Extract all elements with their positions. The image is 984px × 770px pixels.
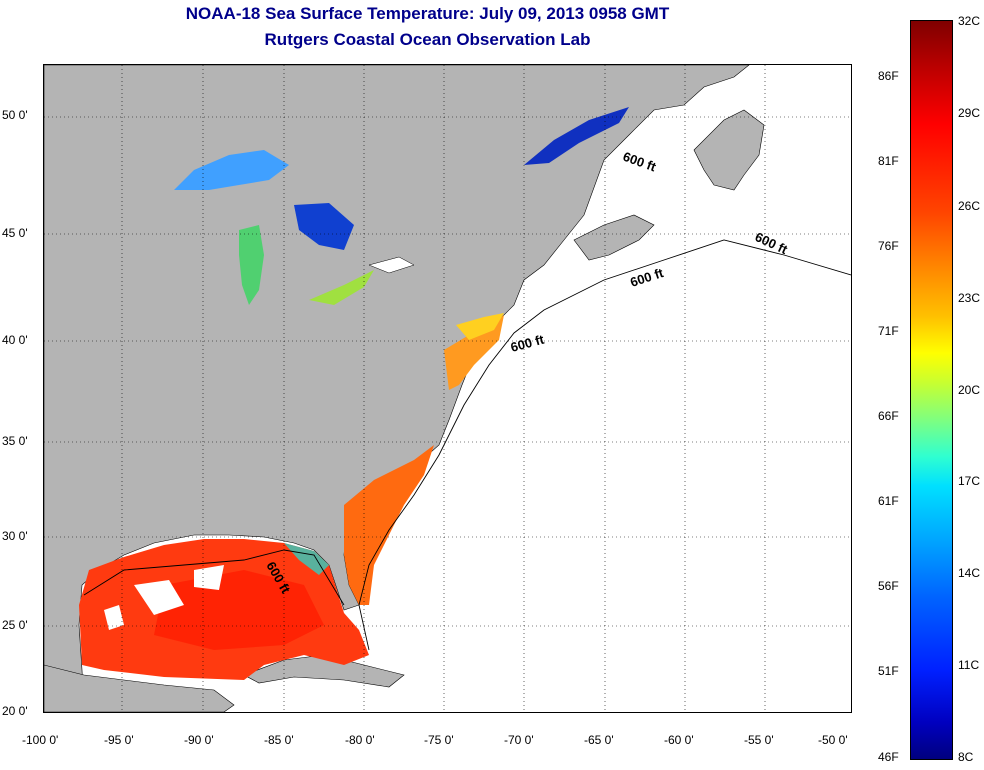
colorbar-f-label: 51F: [878, 664, 899, 678]
lake-huron: [294, 203, 354, 250]
lon-label: -75 0': [424, 733, 454, 747]
nj-coast-sst: [456, 313, 504, 340]
isobath-600ft: [358, 239, 851, 651]
colorbar-c-label: 8C: [958, 750, 974, 764]
map-graticule: [44, 65, 851, 712]
lon-label: -100 0': [22, 733, 59, 747]
lon-label: -85 0': [264, 733, 294, 747]
lat-label: 35 0': [2, 434, 28, 448]
cloud-gaps: [104, 565, 224, 630]
gulf-sst-warm: [154, 570, 324, 650]
colorbar-c-label: 14C: [958, 566, 981, 580]
lon-label: -95 0': [104, 733, 134, 747]
lon-label: -60 0': [664, 733, 694, 747]
colorbar-c-label: 17C: [958, 474, 981, 488]
lon-label: -65 0': [584, 733, 614, 747]
sst-map: 600 ft 600 ft 600 ft 600 ft 600 ft: [43, 64, 852, 713]
isobath-gulf: [83, 549, 345, 606]
lat-label: 25 0': [2, 618, 28, 632]
lat-label: 50 0': [2, 108, 28, 122]
lon-label: -80 0': [345, 733, 375, 747]
colorbar-c-label: 20C: [958, 383, 981, 397]
colorbar-f-label: 46F: [878, 750, 899, 764]
colorbar-f-label: 81F: [878, 154, 899, 168]
map-canvas: 600 ft 600 ft 600 ft 600 ft 600 ft: [44, 65, 851, 712]
mexico-coast: [44, 664, 235, 712]
lake-ontario: [368, 256, 415, 274]
temperature-colorbar: [910, 20, 953, 760]
colorbar-c-label: 32C: [958, 14, 981, 28]
colorbar-f-label: 76F: [878, 239, 899, 253]
colorbar-f-label: 61F: [878, 494, 899, 508]
newfoundland: [693, 109, 765, 191]
colorbar-c-label: 11C: [958, 658, 980, 672]
map-title: NOAA-18 Sea Surface Temperature: July 09…: [185, 4, 670, 23]
lat-label: 40 0': [2, 333, 28, 347]
colorbar-f-label: 71F: [878, 324, 899, 338]
lon-label: -50 0': [818, 733, 848, 747]
st-lawrence-sst: [524, 107, 629, 165]
map-subtitle: Rutgers Coastal Ocean Observation Lab: [264, 30, 591, 49]
colorbar-f-label: 86F: [878, 69, 899, 83]
lat-label: 20 0': [2, 704, 28, 718]
lake-michigan: [239, 225, 264, 305]
lon-label: -70 0': [504, 733, 534, 747]
lake-erie: [309, 270, 374, 305]
colorbar-c-label: 29C: [958, 106, 981, 120]
lat-label: 45 0': [2, 226, 28, 240]
lon-label: -90 0': [184, 733, 214, 747]
colorbar-c-label: 26C: [958, 199, 981, 213]
midatlantic-sst: [444, 315, 504, 390]
lon-label: -55 0': [744, 733, 774, 747]
colorbar-f-label: 56F: [878, 579, 899, 593]
lake-superior: [174, 150, 289, 190]
colorbar-f-label: 66F: [878, 409, 899, 423]
lat-label: 30 0': [2, 529, 28, 543]
colorbar-c-label: 23C: [958, 291, 981, 305]
atlantic-sst: [344, 445, 434, 605]
cuba: [243, 654, 405, 688]
gulf-coast-cool: [284, 543, 329, 575]
nova-scotia: [573, 214, 655, 261]
